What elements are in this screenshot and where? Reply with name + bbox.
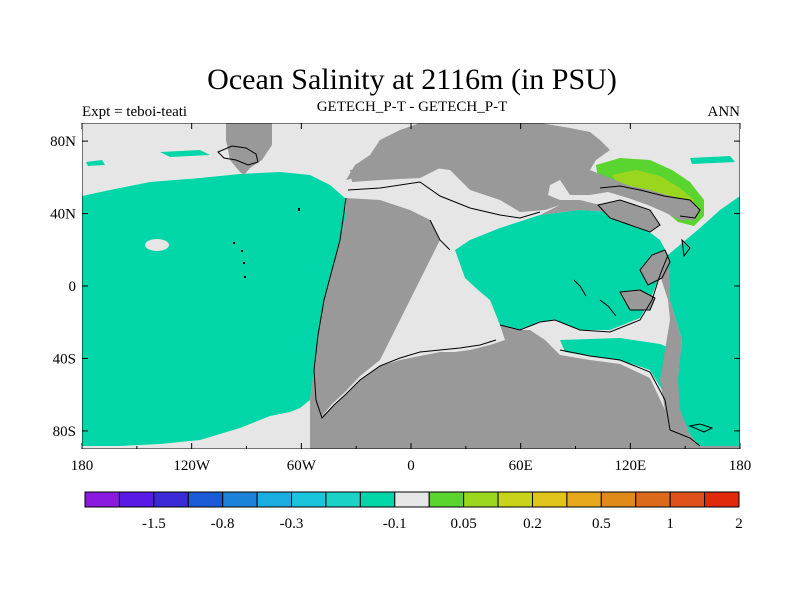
colorbar: -1.5 -0.8 -0.3 -0.1 0.05 0.2 0.5 1 2 xyxy=(84,491,743,532)
y-tick-label: 80S xyxy=(53,424,76,440)
model-label: GETECH_P-T - GETECH_P-T xyxy=(317,99,508,115)
colorbar-label: 2 xyxy=(735,516,743,532)
colorbar-label: -0.3 xyxy=(280,516,304,532)
colorbar-box xyxy=(84,491,120,508)
pacific-negative-anomaly xyxy=(82,172,346,446)
colorbar-label: 1 xyxy=(666,516,674,532)
colorbar-box xyxy=(394,491,430,508)
colorbar-label: 0.05 xyxy=(451,516,477,532)
colorbar-box xyxy=(497,491,533,508)
colorbar-box xyxy=(256,491,293,508)
colorbar-label: -0.8 xyxy=(211,516,235,532)
y-tick-label: 80N xyxy=(50,134,76,150)
x-tick-label: 180 xyxy=(71,458,94,474)
y-tick-label: 0 xyxy=(69,279,77,295)
map-axes: 180 120W 60W 0 60E 120E 180 80N 40N 0 40S 80S xyxy=(50,123,751,474)
colorbar-box xyxy=(531,491,568,508)
land-americas xyxy=(226,123,740,449)
land-south-america xyxy=(310,198,440,449)
colorbar-box xyxy=(463,491,499,508)
x-tick-label: 0 xyxy=(407,458,415,474)
colorbar-label: 0.2 xyxy=(523,516,542,532)
coastlines xyxy=(217,145,714,447)
x-tick-label: 60E xyxy=(509,458,533,474)
north-pacific-strip xyxy=(86,160,105,166)
y-tick-label: 40N xyxy=(50,207,76,223)
colorbar-box xyxy=(428,491,465,508)
x-tick-label: 60W xyxy=(287,458,317,474)
salinity-map xyxy=(82,123,740,449)
pacific-islands xyxy=(233,208,300,278)
colorbar-box xyxy=(359,491,396,508)
colorbar-box xyxy=(566,491,602,508)
arctic-strip-1 xyxy=(690,156,735,164)
colorbar-label: -0.1 xyxy=(383,516,407,532)
colorbar-box xyxy=(291,491,327,508)
colorbar-label: -1.5 xyxy=(142,516,166,532)
x-tick-label: 120W xyxy=(173,458,211,474)
colorbar-box xyxy=(669,491,706,508)
experiment-label: Expt = teboi-teati xyxy=(82,104,187,120)
colorbar-box xyxy=(704,491,740,508)
x-tick-label: 180 xyxy=(729,458,752,474)
north-pacific-strip-2 xyxy=(160,150,210,157)
pacific-neutral-patch xyxy=(145,239,169,251)
colorbar-box xyxy=(118,491,155,508)
tethys-negative-anomaly xyxy=(455,210,668,330)
colorbar-box xyxy=(600,491,637,508)
land-north-asia xyxy=(560,170,700,220)
colorbar-box xyxy=(153,491,189,508)
land-north-strip xyxy=(350,160,440,182)
colorbar-box xyxy=(222,491,258,508)
land-island-east-1 xyxy=(598,200,660,232)
y-tick-label: 40S xyxy=(53,351,76,367)
land-asia-east xyxy=(610,212,740,449)
season-label: ANN xyxy=(708,104,741,120)
land-island-east-3 xyxy=(620,290,655,310)
x-tick-label: 120E xyxy=(614,458,646,474)
colorbar-box xyxy=(635,491,671,508)
colorbar-box xyxy=(325,491,361,508)
plot-title: Ocean Salinity at 2116m (in PSU) xyxy=(207,63,617,96)
colorbar-box xyxy=(187,491,224,508)
colorbar-label: 0.5 xyxy=(592,516,611,532)
